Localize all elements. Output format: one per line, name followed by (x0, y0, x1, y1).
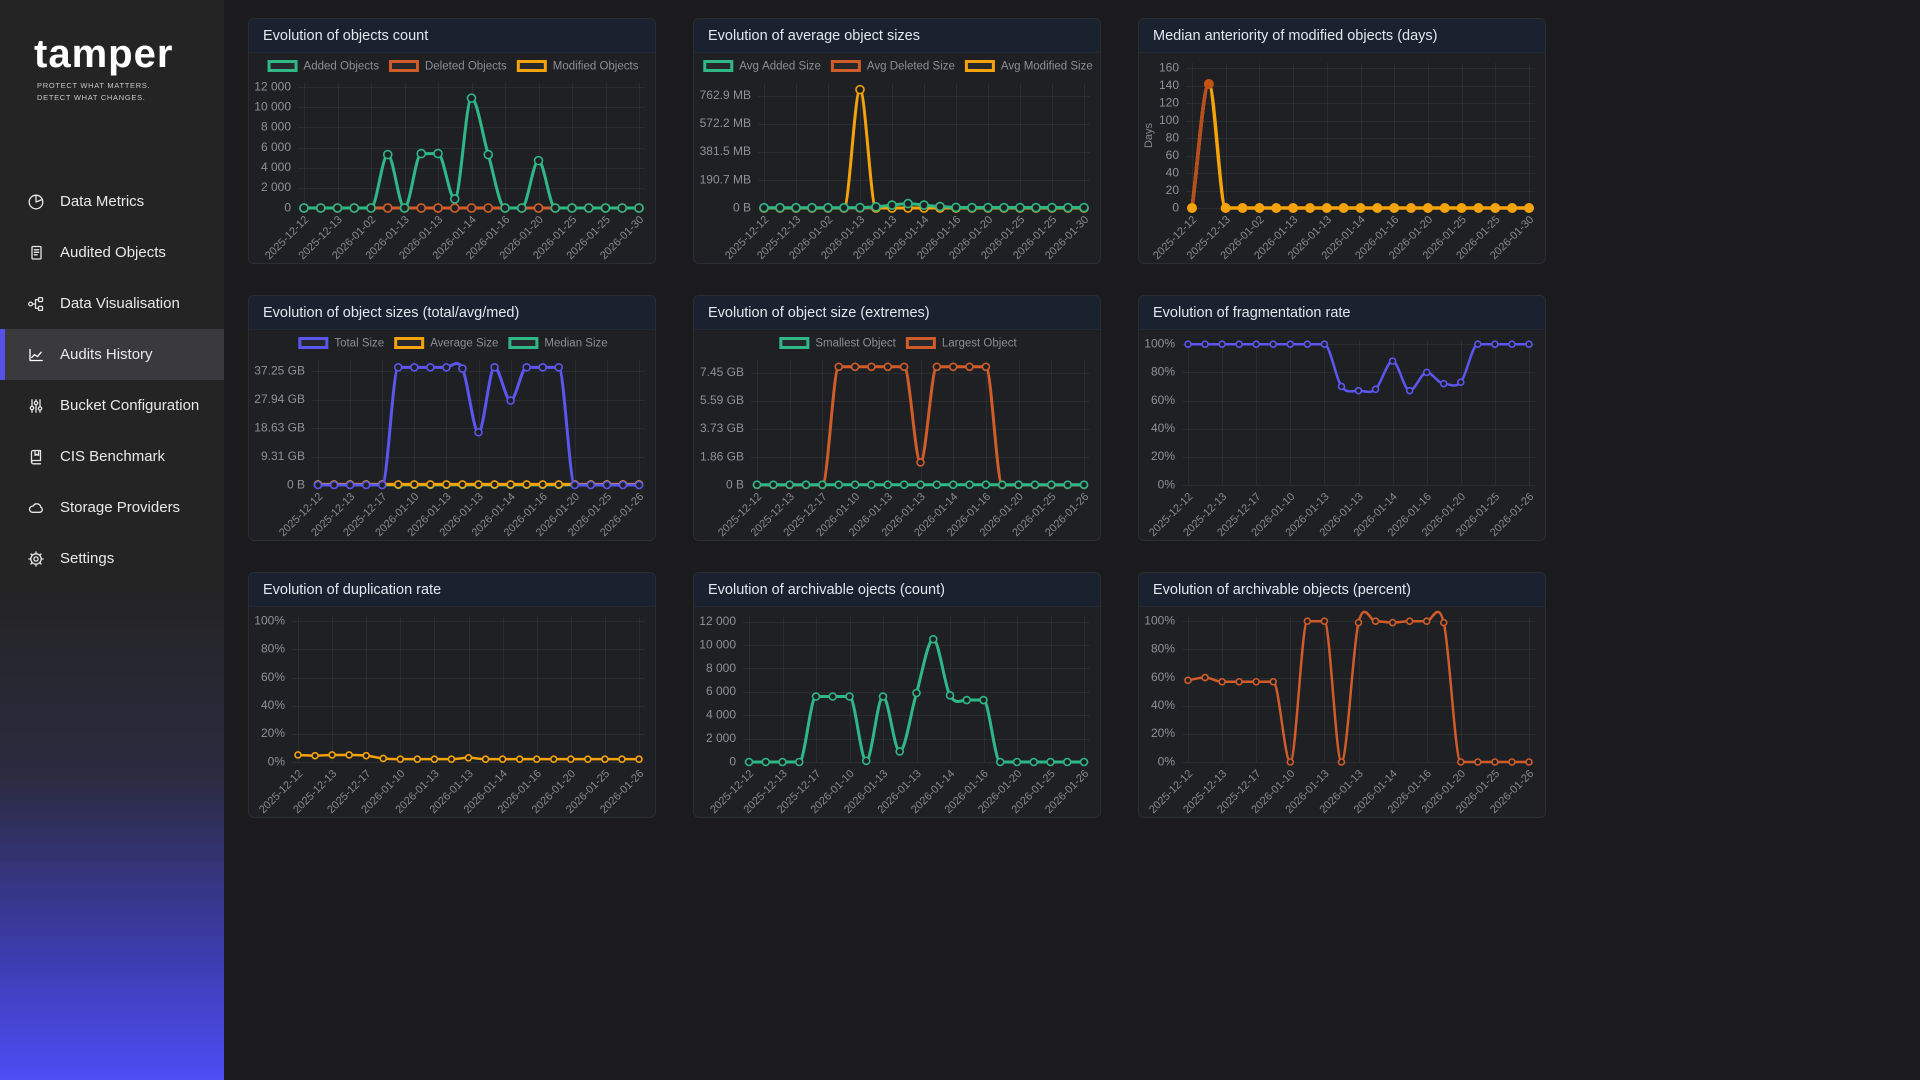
sidebar-item-data-visualisation[interactable]: Data Visualisation (0, 278, 224, 329)
chart-title: Evolution of object sizes (total/avg/med… (263, 304, 520, 321)
chart-header: Evolution of object sizes (total/avg/med… (249, 296, 655, 330)
sidebar-item-settings[interactable]: Settings (0, 533, 224, 584)
charts-grid: Evolution of objects count Evolution of … (248, 18, 1546, 818)
chart-header: Evolution of fragmentation rate (1139, 296, 1545, 330)
main-content: Evolution of objects count Evolution of … (224, 0, 1920, 818)
line-chart-icon (26, 346, 46, 364)
chart-title: Median anteriority of modified objects (… (1153, 27, 1438, 44)
line-chart-canvas-archivable-count[interactable] (694, 607, 1100, 817)
chart-header: Evolution of duplication rate (249, 573, 655, 607)
line-chart-canvas-duplication-rate[interactable] (249, 607, 655, 817)
chart-card-object-size-extremes: Evolution of object size (extremes) (693, 295, 1101, 541)
document-icon (26, 244, 46, 262)
chart-title: Evolution of object size (extremes) (708, 304, 930, 321)
network-nodes-icon (26, 295, 46, 313)
pie-chart-icon (26, 193, 46, 211)
chart-header: Evolution of object size (extremes) (694, 296, 1100, 330)
cloud-icon (26, 499, 46, 517)
chart-card-archivable-count: Evolution of archivable ojects (count) (693, 572, 1101, 818)
gear-icon (26, 550, 46, 568)
book-icon (26, 448, 46, 466)
chart-title: Evolution of archivable ojects (count) (708, 581, 945, 598)
sidebar-item-label: Data Visualisation (60, 295, 180, 312)
sidebar: tamper PROTECT WHAT MATTERS. DETECT WHAT… (0, 0, 224, 1080)
sidebar-item-label: Settings (60, 550, 115, 567)
sidebar-item-label: Audits History (60, 346, 153, 363)
sidebar-item-audited-objects[interactable]: Audited Objects (0, 227, 224, 278)
sidebar-item-label: CIS Benchmark (60, 448, 166, 465)
chart-title: Evolution of fragmentation rate (1153, 304, 1351, 321)
chart-title: Evolution of average object sizes (708, 27, 920, 44)
sidebar-item-label: Audited Objects (60, 244, 166, 261)
line-chart-canvas-archivable-percent[interactable] (1139, 607, 1545, 817)
chart-card-median-anteriority: Median anteriority of modified objects (… (1138, 18, 1546, 264)
logo-tagline-line2: DETECT WHAT CHANGES. (37, 93, 146, 102)
sidebar-item-label: Bucket Configuration (60, 397, 200, 414)
line-chart-canvas-objects-count[interactable] (249, 53, 655, 263)
sidebar-item-audits-history[interactable]: Audits History (0, 329, 224, 380)
sidebar-nav: Data Metrics Audited Objects Data Visual… (0, 176, 224, 584)
sidebar-item-bucket-configuration[interactable]: Bucket Configuration (0, 380, 224, 431)
chart-header: Evolution of objects count (249, 19, 655, 53)
sidebar-item-label: Data Metrics (60, 193, 145, 210)
line-chart-canvas-fragmentation-rate[interactable] (1139, 330, 1545, 540)
line-chart-canvas-median-anteriority[interactable] (1139, 53, 1545, 263)
chart-header: Evolution of archivable objects (percent… (1139, 573, 1545, 607)
sidebar-item-storage-providers[interactable]: Storage Providers (0, 482, 224, 533)
logo: tamper PROTECT WHAT MATTERS. DETECT WHAT… (0, 0, 224, 104)
chart-card-archivable-percent: Evolution of archivable objects (percent… (1138, 572, 1546, 818)
line-chart-canvas-object-size-extremes[interactable] (694, 330, 1100, 540)
chart-header: Median anteriority of modified objects (… (1139, 19, 1545, 53)
chart-header: Evolution of archivable ojects (count) (694, 573, 1100, 607)
chart-card-average-object-sizes: Evolution of average object sizes (693, 18, 1101, 264)
sliders-icon (26, 397, 46, 415)
chart-card-fragmentation-rate: Evolution of fragmentation rate (1138, 295, 1546, 541)
line-chart-canvas-average-object-sizes[interactable] (694, 53, 1100, 263)
line-chart-canvas-object-sizes-total[interactable] (249, 330, 655, 540)
chart-card-object-sizes-total: Evolution of object sizes (total/avg/med… (248, 295, 656, 541)
sidebar-item-cis-benchmark[interactable]: CIS Benchmark (0, 431, 224, 482)
chart-title: Evolution of objects count (263, 27, 429, 44)
sidebar-item-label: Storage Providers (60, 499, 181, 516)
chart-card-objects-count: Evolution of objects count (248, 18, 656, 264)
chart-card-duplication-rate: Evolution of duplication rate (248, 572, 656, 818)
logo-tagline: PROTECT WHAT MATTERS. DETECT WHAT CHANGE… (37, 80, 224, 104)
logo-tagline-line1: PROTECT WHAT MATTERS. (37, 81, 151, 90)
sidebar-item-data-metrics[interactable]: Data Metrics (0, 176, 224, 227)
chart-title: Evolution of archivable objects (percent… (1153, 581, 1411, 598)
logo-wordmark: tamper (34, 32, 174, 76)
chart-title: Evolution of duplication rate (263, 581, 442, 598)
chart-header: Evolution of average object sizes (694, 19, 1100, 53)
